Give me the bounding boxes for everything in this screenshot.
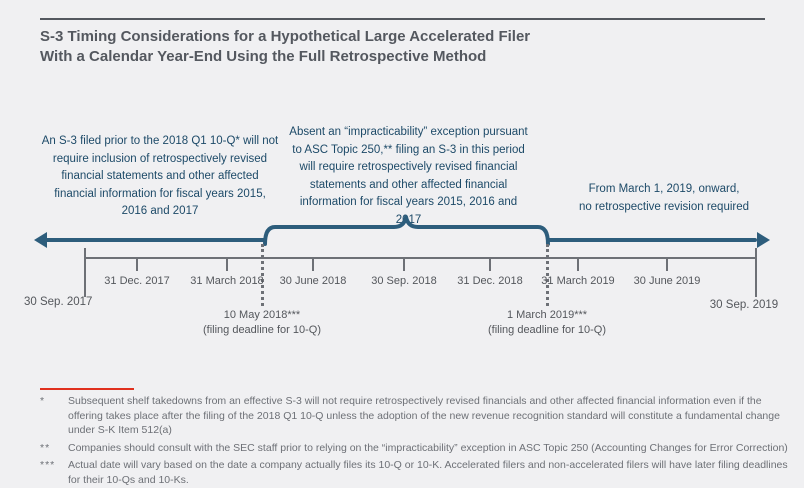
title-rule [40,18,765,20]
left-arrow-line [44,238,266,242]
right-arrowhead-icon [757,232,770,248]
annotation-mid-period: Absent an “impracticability” exception p… [289,126,528,226]
footnote-marker: *** [40,459,56,471]
axis-label: 31 Dec. 2017 [104,275,170,287]
axis-start-label: 30 Sep. 2017 [24,296,93,308]
tick-mark [226,259,228,271]
deadline-callout-1: 10 May 2018*** (filing deadline for 10-Q… [152,308,372,338]
deadline-callout-2: 1 March 2019*** (filing deadline for 10-… [437,308,657,338]
axis-label: 31 Dec. 2018 [457,275,523,287]
tick-mark [489,259,491,271]
deadline-dotted-line-2 [546,244,549,306]
tick-mark [136,259,138,271]
footnote-3: *** Actual date will vary based on the d… [40,458,788,487]
axis-end-bar [755,248,757,297]
page-title: S-3 Timing Considerations for a Hypothet… [40,28,531,65]
axis-end-label: 30 Sep. 2019 [709,299,779,311]
deadline-note: (filing deadline for 10-Q) [487,324,606,336]
axis-start-bar [84,248,86,297]
footnote-text: Companies should consult with the SEC st… [68,441,788,454]
footnote-rule [40,388,134,390]
tick-mark [312,259,314,271]
deadline-date: 1 March 2019*** [506,309,588,321]
axis-label: 30 June 2018 [279,275,347,287]
annotation-pre-period: An S-3 filed prior to the 2018 Q1 10-Q* … [41,135,279,217]
axis-label: 30 Sep. 2018 [371,275,437,287]
footnote-text: Actual date will vary based on the date … [68,459,788,486]
tick-mark [577,259,579,271]
footnote-marker: ** [40,441,51,454]
footnote-2: ** Companies should consult with the SEC… [40,441,788,456]
deadline-note: (filing deadline for 10-Q) [202,324,321,336]
middle-brace [263,215,550,246]
right-arrow-line [547,238,757,242]
axis-label: 31 March 2019 [541,275,615,287]
tick-mark [403,259,405,271]
timeline-axis [85,257,757,259]
footnote-1: * Subsequent shelf takedowns from an eff… [40,394,788,438]
footnote-marker: * [40,395,46,407]
deadline-dotted-line-1 [261,244,264,306]
tick-mark [666,259,668,271]
footnotes: * Subsequent shelf takedowns from an eff… [40,394,788,488]
footnote-text: Subsequent shelf takedowns from an effec… [68,395,780,436]
axis-label: 30 June 2019 [633,275,701,287]
left-arrowhead-icon [34,232,47,248]
annotation-post-period: From March 1, 2019, onward, no retrospec… [578,183,750,213]
deadline-date: 10 May 2018*** [223,309,301,321]
axis-label: 31 March 2018 [190,275,264,287]
